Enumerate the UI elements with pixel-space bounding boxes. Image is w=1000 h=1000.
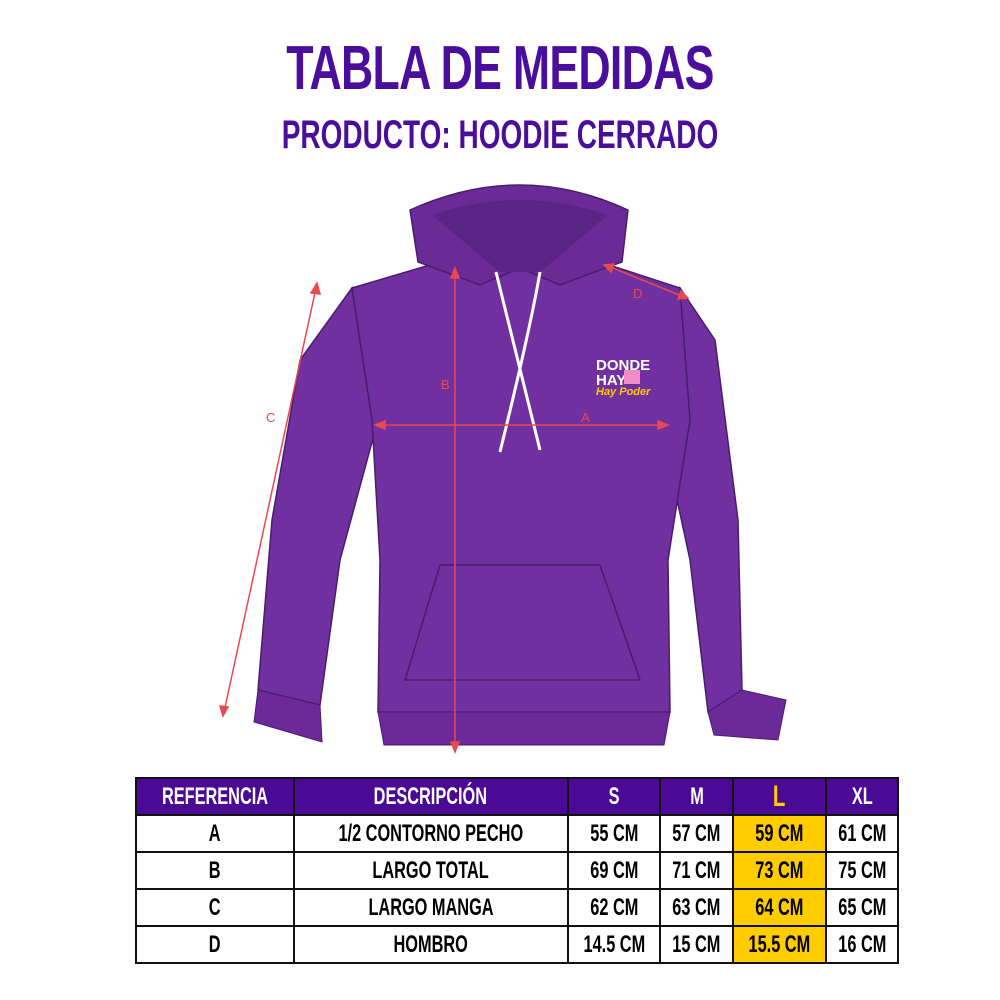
logo-line2: HAY <box>596 372 626 389</box>
label-b: B <box>441 377 450 392</box>
logo-line3: Hay Poder <box>596 386 651 398</box>
table-header-row: REFERENCIA DESCRIPCIÓN S M L XL <box>134 777 900 816</box>
cell-m: 15 CM <box>659 925 735 964</box>
logo-popit-icon <box>624 370 640 384</box>
cell-s: 55 CM <box>566 814 662 853</box>
cell-xl: 65 CM <box>824 888 900 927</box>
label-c: C <box>266 410 275 425</box>
arrow-head <box>449 741 461 755</box>
cell-xl: 75 CM <box>824 851 900 890</box>
cell-l: 15.5 CM <box>732 925 827 964</box>
drawstrings <box>494 271 542 453</box>
label-d: D <box>633 286 642 301</box>
table-row: C LARGO MANGA 62 CM 63 CM 64 CM 65 CM <box>134 888 900 927</box>
cell-m: 57 CM <box>659 814 735 853</box>
cell-desc: 1/2 CONTORNO PECHO <box>293 814 569 853</box>
cell-ref: D <box>134 925 296 964</box>
arrow-head <box>372 419 386 431</box>
cell-l: 64 CM <box>732 888 827 927</box>
arrow-head <box>218 705 230 718</box>
cell-l: 59 CM <box>732 814 827 853</box>
product-subtitle: PRODUCTO: HOODIE CERRADO <box>281 113 719 157</box>
kangaroo-pocket <box>403 564 642 681</box>
header-size-m: M <box>659 777 735 816</box>
label-a: A <box>581 410 590 425</box>
logo-line1: DONDE <box>596 357 650 374</box>
left-cuff <box>253 689 323 743</box>
arrow-head <box>602 263 616 274</box>
left-sleeve <box>257 286 379 706</box>
measure-lines <box>218 263 690 755</box>
arrow-head <box>449 265 461 279</box>
cell-m: 71 CM <box>659 851 735 890</box>
cell-ref: C <box>134 888 296 927</box>
hood-inner <box>432 200 608 272</box>
waistband <box>377 711 671 746</box>
cell-desc: LARGO TOTAL <box>293 851 569 890</box>
arrow-head <box>657 419 671 431</box>
cell-s: 62 CM <box>566 888 662 927</box>
hoodie-diagram: DONDE HAY Hay Poder A B C D <box>218 184 787 755</box>
header-description: DESCRIPCIÓN <box>293 777 569 816</box>
cell-xl: 61 CM <box>824 814 900 853</box>
cell-xl: 16 CM <box>824 925 900 964</box>
cell-desc: HOMBRO <box>293 925 569 964</box>
arrow-head <box>676 289 690 300</box>
cell-desc: LARGO MANGA <box>293 888 569 927</box>
table-row: B LARGO TOTAL 69 CM 71 CM 73 CM 75 CM <box>134 851 900 890</box>
cell-s: 14.5 CM <box>566 925 662 964</box>
right-cuff <box>707 689 787 741</box>
cell-ref: A <box>134 814 296 853</box>
header-reference: REFERENCIA <box>134 777 296 816</box>
header-size-l: L <box>732 777 827 816</box>
arrow-head <box>309 281 322 295</box>
cell-s: 69 CM <box>566 851 662 890</box>
page-title: TABLA DE MEDIDAS <box>286 34 714 103</box>
measure-d-line <box>607 265 685 298</box>
cell-l: 73 CM <box>732 851 827 890</box>
size-table: REFERENCIA DESCRIPCIÓN S M L XL A 1/2 CO… <box>134 777 900 964</box>
hoodie-body <box>351 261 691 713</box>
header-size-xl: XL <box>824 777 900 816</box>
cell-m: 63 CM <box>659 888 735 927</box>
table-row: A 1/2 CONTORNO PECHO 55 CM 57 CM 59 CM 6… <box>134 814 900 853</box>
table-row: D HOMBRO 14.5 CM 15 CM 15.5 CM 16 CM <box>134 925 900 964</box>
cell-ref: B <box>134 851 296 890</box>
header-size-s: S <box>566 777 662 816</box>
measure-c-line <box>223 287 317 713</box>
